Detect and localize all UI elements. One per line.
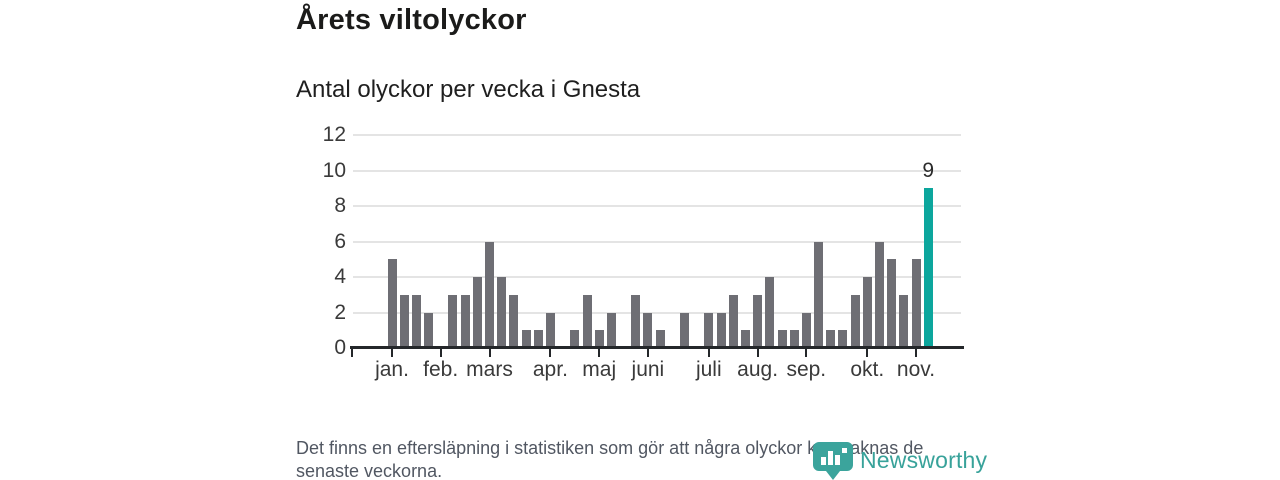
x-axis-tick (866, 349, 869, 357)
x-axis-month-label: okt. (850, 358, 885, 381)
x-axis-month-label: juli (695, 358, 722, 381)
week-bar (643, 312, 653, 348)
week-bar (887, 259, 897, 349)
x-axis-month-label: nov. (896, 358, 936, 381)
x-axis-tick (391, 349, 393, 357)
week-bar (424, 312, 434, 348)
week-bar (460, 294, 470, 349)
footnote-line: senaste veckorna. (296, 461, 443, 480)
week-bar (631, 294, 641, 349)
chart-subtitle: Antal olyckor per vecka i Gnesta (296, 76, 641, 103)
y-axis-tick-label: 4 (334, 265, 346, 288)
gridline (353, 205, 961, 207)
week-bar (680, 312, 689, 348)
week-bar (814, 241, 823, 348)
x-axis-tick (439, 349, 442, 357)
x-axis-tick (598, 349, 601, 357)
week-bar (753, 294, 763, 349)
week-bar (777, 330, 787, 349)
x-axis-tick (707, 349, 710, 357)
y-axis-tick-label: 12 (322, 123, 346, 146)
week-bar (521, 330, 531, 349)
week-bar (497, 277, 507, 348)
week-bar (862, 277, 872, 348)
x-axis-tick (549, 349, 552, 357)
x-axis-tick (805, 349, 808, 357)
chart-title: Årets viltolyckor (296, 4, 527, 36)
x-axis-month-label: maj (582, 358, 617, 381)
x-axis-month-label: juni (631, 358, 665, 381)
week-bar (911, 259, 921, 349)
y-axis-tick-label: 0 (334, 336, 346, 359)
newsworthy-logo-text: Newsworthy (860, 447, 988, 473)
footnote-line: Det finns en eftersläpning i statistiken… (296, 438, 924, 458)
newsworthy-bubble-barchart-icon (813, 442, 853, 480)
week-bar (716, 312, 726, 348)
week-bar (545, 312, 555, 348)
x-axis-tick (756, 349, 759, 357)
x-axis-month-label: aug. (737, 358, 779, 381)
y-axis-tick-label: 6 (334, 229, 346, 253)
newsworthy-logo: Newsworthy (813, 442, 987, 480)
week-bar (789, 330, 799, 349)
week-bar (387, 259, 397, 349)
week-bar (570, 330, 580, 349)
week-bar (448, 294, 458, 349)
x-axis-tick (646, 349, 649, 357)
x-axis-month-label: apr. (532, 358, 568, 381)
week-bar (655, 330, 665, 349)
x-axis-month-label: mars (466, 358, 513, 381)
week-bar (582, 294, 592, 349)
y-axis-tick-label: 8 (334, 194, 346, 217)
week-bar (472, 277, 482, 348)
gridline (353, 240, 961, 243)
week-bar (485, 241, 494, 348)
week-bar (704, 312, 714, 348)
y-axis-tick-label: 10 (322, 158, 346, 182)
week-bar (801, 312, 811, 348)
week-bar (850, 294, 860, 349)
x-axis-tick (351, 349, 353, 357)
week-bar (399, 294, 409, 349)
gridline (353, 169, 961, 172)
week-bar (874, 241, 884, 348)
gridline (353, 311, 961, 314)
week-bar (728, 294, 738, 349)
x-axis-month-label: sep. (786, 358, 827, 381)
week-bar (606, 312, 616, 348)
highlighted-week-bar (923, 188, 933, 349)
x-axis-tick (915, 349, 917, 357)
week-bar (740, 330, 750, 349)
week-bar (411, 294, 421, 349)
x-axis-tick (488, 349, 491, 357)
week-bar (826, 330, 836, 349)
week-bar (533, 330, 543, 349)
week-bar (594, 330, 604, 349)
x-axis-month-label: feb. (423, 358, 459, 381)
x-axis-line (350, 346, 964, 349)
week-bar (838, 330, 848, 349)
footnote: Det finns en eftersläpning i statistiken… (296, 437, 923, 480)
week-bar (509, 294, 519, 349)
highlighted-bar-value-label: 9 (922, 159, 935, 183)
week-bar (765, 277, 775, 348)
x-axis-month-label: jan. (375, 358, 409, 381)
gridline (353, 276, 961, 278)
week-bar (899, 294, 909, 349)
gridline (353, 134, 961, 136)
y-axis-tick-label: 2 (334, 300, 346, 324)
